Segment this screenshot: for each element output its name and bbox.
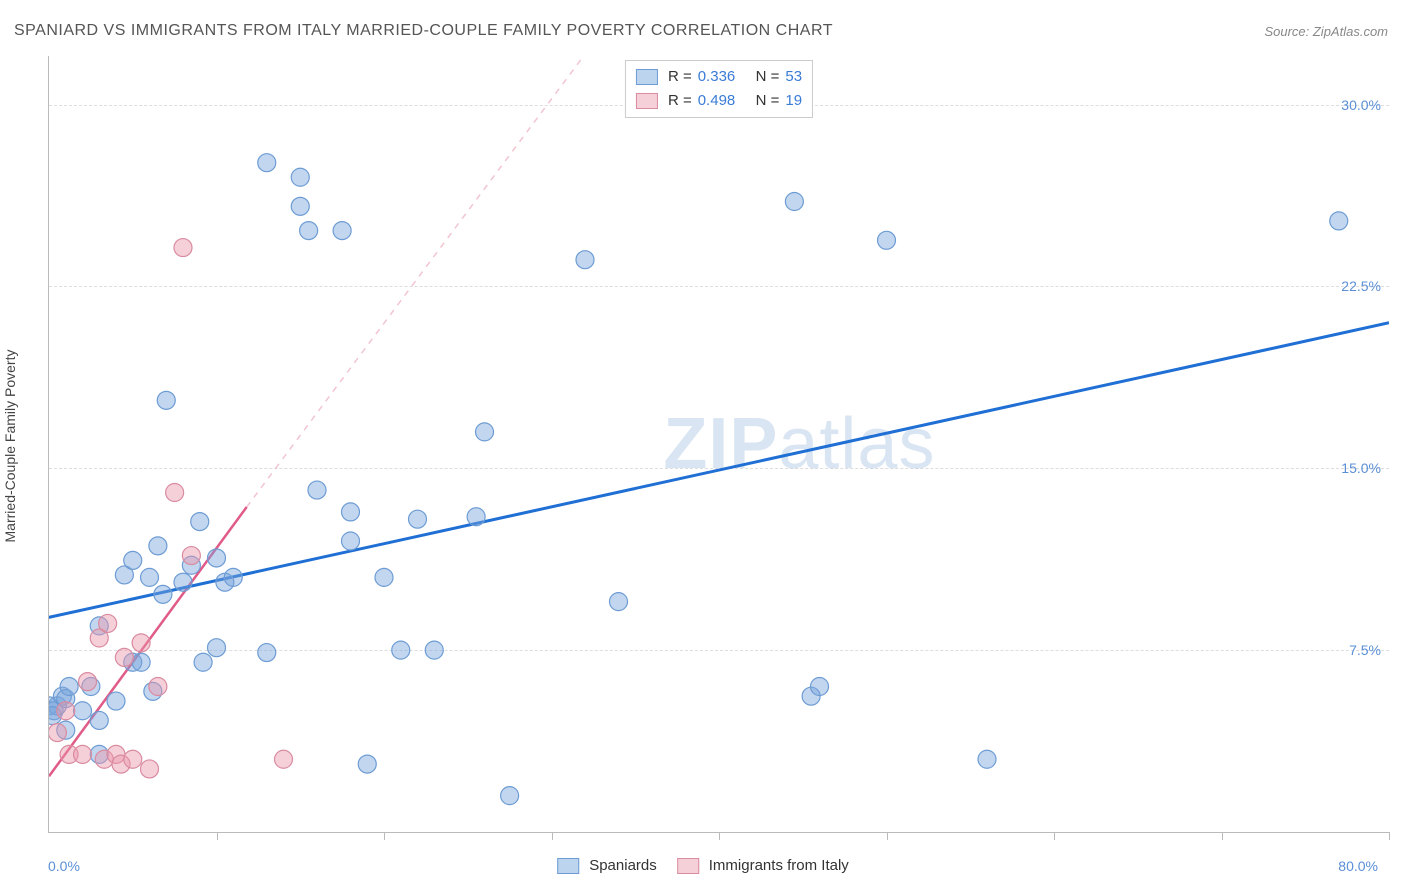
data-point: [60, 678, 78, 696]
data-point: [978, 750, 996, 768]
data-point: [191, 513, 209, 531]
data-point: [392, 641, 410, 659]
data-point: [79, 673, 97, 691]
data-point: [57, 702, 75, 720]
x-tick: [384, 832, 385, 840]
legend-row-series2: R = 0.498 N = 19: [636, 89, 802, 113]
data-point: [154, 585, 172, 603]
x-tick: [1054, 832, 1055, 840]
data-point: [811, 678, 829, 696]
data-point: [182, 547, 200, 565]
data-point: [358, 755, 376, 773]
data-point: [99, 614, 117, 632]
data-point: [476, 423, 494, 441]
data-point: [208, 549, 226, 567]
data-point: [157, 391, 175, 409]
x-tick: [1389, 832, 1390, 840]
chart-svg: [49, 56, 1389, 832]
data-point: [1330, 212, 1348, 230]
data-point: [501, 787, 519, 805]
data-point: [576, 251, 594, 269]
swatch-series1: [636, 69, 658, 85]
data-point: [74, 702, 92, 720]
data-point: [224, 568, 242, 586]
legend-row-series1: R = 0.336 N = 53: [636, 65, 802, 89]
swatch-series2-bottom: [677, 858, 699, 874]
data-point: [308, 481, 326, 499]
plot-area: ZIPatlas R = 0.336 N = 53 R = 0.498 N = …: [48, 56, 1389, 833]
data-point: [208, 639, 226, 657]
data-point: [74, 745, 92, 763]
x-tick: [1222, 832, 1223, 840]
data-point: [333, 222, 351, 240]
data-point: [90, 711, 108, 729]
data-point: [409, 510, 427, 528]
data-point: [49, 724, 66, 742]
data-point: [124, 750, 142, 768]
data-point: [291, 168, 309, 186]
data-point: [467, 508, 485, 526]
data-point: [375, 568, 393, 586]
data-point: [166, 484, 184, 502]
chart-title: SPANIARD VS IMMIGRANTS FROM ITALY MARRIE…: [14, 22, 833, 40]
data-point: [194, 653, 212, 671]
data-point: [342, 532, 360, 550]
legend-series-box: Spaniards Immigrants from Italy: [557, 857, 849, 874]
data-point: [149, 678, 167, 696]
data-point: [291, 197, 309, 215]
x-tick: [217, 832, 218, 840]
data-point: [610, 593, 628, 611]
swatch-series1-bottom: [557, 858, 579, 874]
legend-item-series1: Spaniards: [557, 857, 657, 874]
data-point: [174, 239, 192, 257]
data-point: [174, 573, 192, 591]
x-axis-min-label: 0.0%: [48, 858, 80, 874]
x-tick: [719, 832, 720, 840]
swatch-series2: [636, 93, 658, 109]
legend-correlation-box: R = 0.336 N = 53 R = 0.498 N = 19: [625, 60, 813, 118]
data-point: [107, 692, 125, 710]
x-axis-max-label: 80.0%: [1338, 858, 1378, 874]
data-point: [342, 503, 360, 521]
data-point: [878, 231, 896, 249]
x-tick: [887, 832, 888, 840]
data-point: [115, 648, 133, 666]
source-attribution: Source: ZipAtlas.com: [1264, 24, 1388, 39]
chart-container: SPANIARD VS IMMIGRANTS FROM ITALY MARRIE…: [0, 0, 1406, 892]
data-point: [258, 154, 276, 172]
legend-item-series2: Immigrants from Italy: [677, 857, 849, 874]
data-point: [275, 750, 293, 768]
data-point: [300, 222, 318, 240]
data-point: [141, 568, 159, 586]
data-point: [132, 653, 150, 671]
x-tick: [552, 832, 553, 840]
data-point: [124, 551, 142, 569]
data-point: [141, 760, 159, 778]
data-point: [785, 193, 803, 211]
data-point: [258, 644, 276, 662]
data-point: [132, 634, 150, 652]
data-point: [149, 537, 167, 555]
y-axis-label: Married-Couple Family Poverty: [2, 350, 18, 543]
data-point: [425, 641, 443, 659]
